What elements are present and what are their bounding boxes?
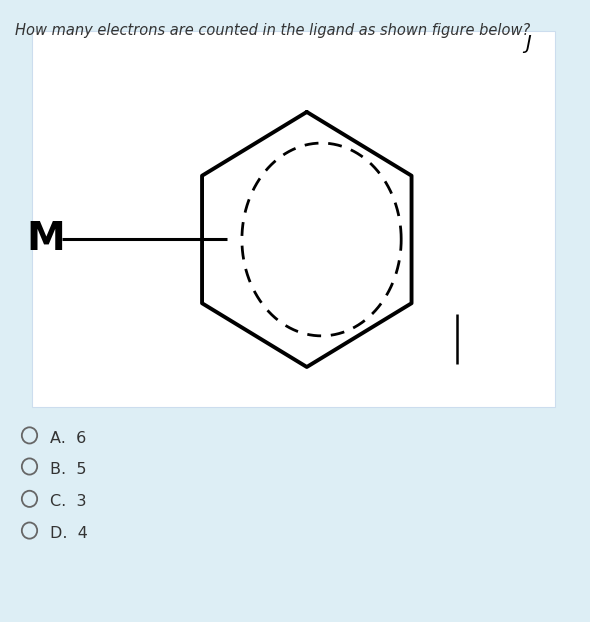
Text: How many electrons are counted in the ligand as shown figure below?: How many electrons are counted in the li… bbox=[15, 23, 530, 38]
Text: C.  3: C. 3 bbox=[50, 494, 87, 509]
FancyBboxPatch shape bbox=[32, 31, 555, 407]
Text: A.  6: A. 6 bbox=[50, 431, 86, 446]
Text: M: M bbox=[27, 220, 65, 259]
Text: D.  4: D. 4 bbox=[50, 526, 88, 541]
Text: B.  5: B. 5 bbox=[50, 462, 87, 477]
Text: J: J bbox=[525, 34, 531, 53]
